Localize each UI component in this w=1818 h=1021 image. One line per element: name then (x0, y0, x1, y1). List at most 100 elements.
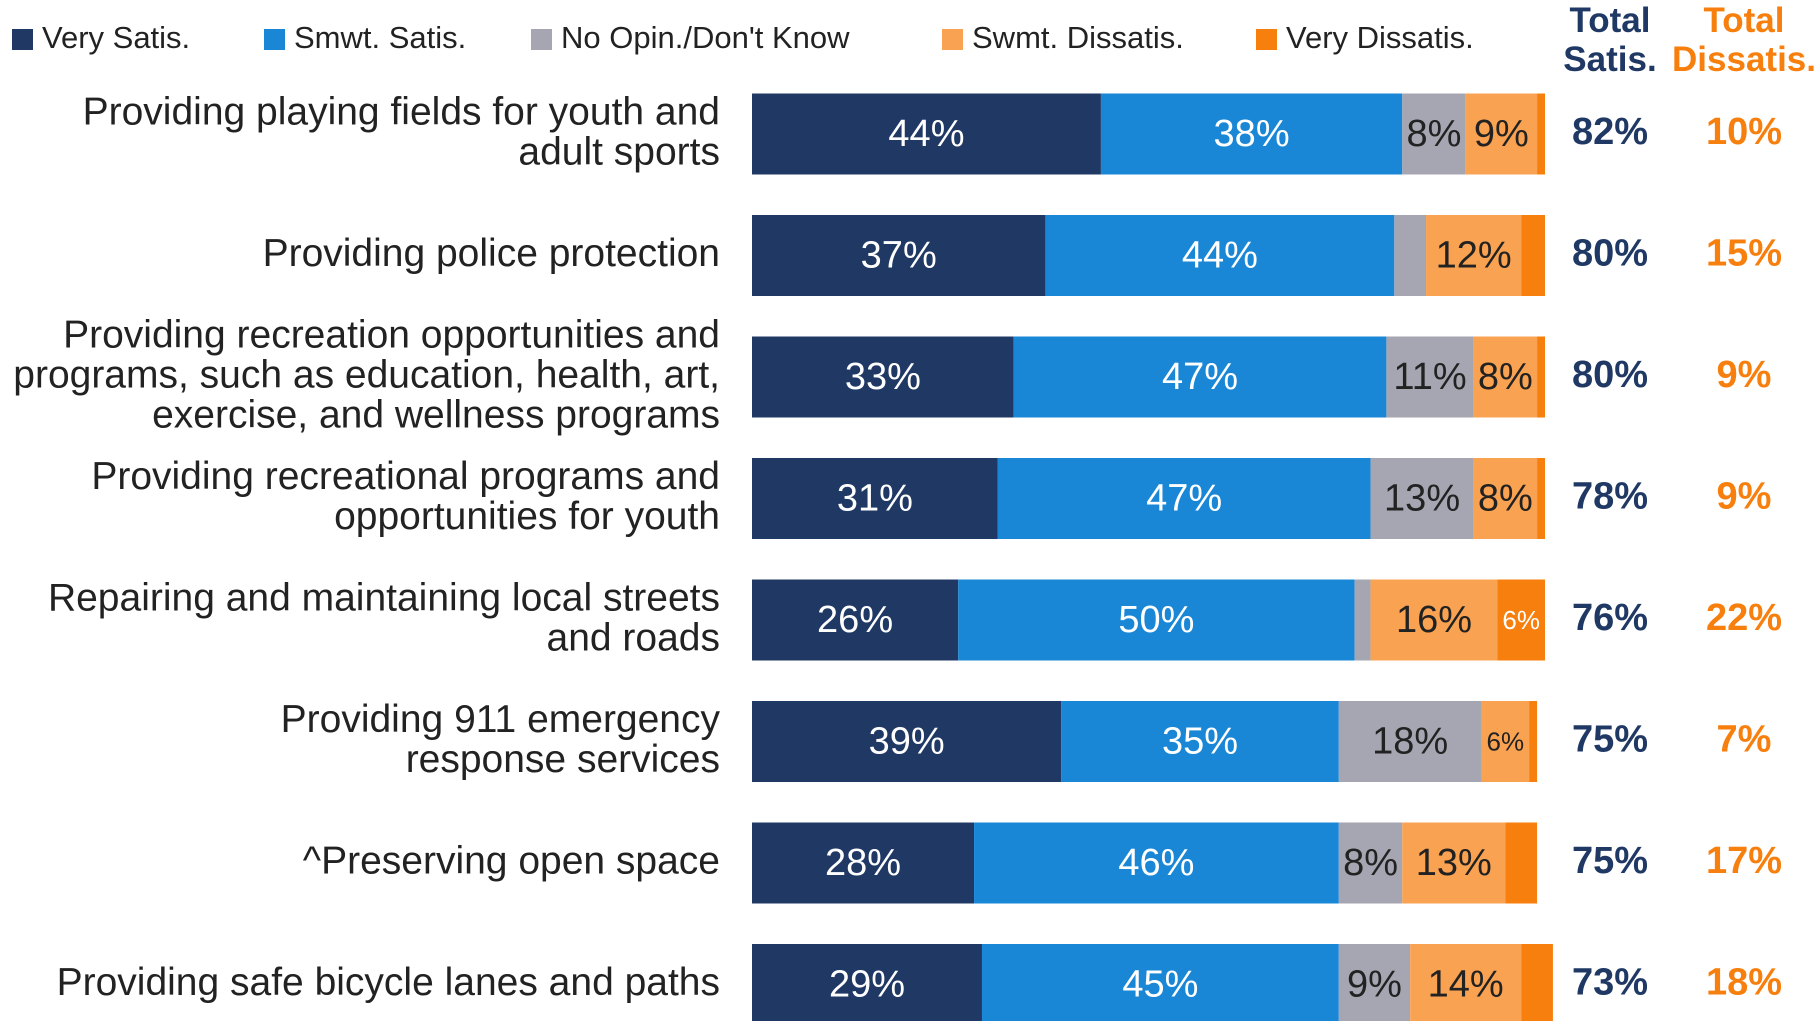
bar-segment (1338, 944, 1411, 1021)
total-value: 80% (1572, 233, 1648, 275)
category-label: ^Preserving open space (303, 839, 720, 882)
bar-value-label: 9% (1474, 113, 1529, 155)
bar-segment (1354, 579, 1371, 661)
bar-value-label: 8% (1478, 356, 1533, 398)
bar-value-label: 13% (1416, 842, 1492, 884)
bar-segment (974, 822, 1339, 904)
bar-segment (1370, 458, 1474, 539)
legend-label: Very Dissatis. (1286, 20, 1474, 55)
legend-label: Smwt. Satis. (294, 20, 466, 55)
bar-segment (1402, 822, 1506, 904)
bar-segment (1410, 944, 1522, 1021)
bar-value-label: 9% (1347, 964, 1402, 1006)
bar-segment (752, 215, 1046, 296)
total-value: 17% (1706, 840, 1782, 882)
totals-header: Total Satis. (1563, 1, 1656, 79)
bar-value-label: 6% (1487, 726, 1525, 756)
category-label: Providing recreation opportunities and (63, 313, 720, 356)
bar-value-label: 29% (829, 964, 905, 1006)
bar-segment (997, 458, 1371, 539)
bar-value-label: 6% (1502, 605, 1540, 635)
bar-value-label: 38% (1214, 113, 1290, 155)
bar-value-label: 37% (861, 235, 937, 277)
bar-segment (752, 822, 975, 904)
legend-swatch (1256, 29, 1277, 50)
total-value: 15% (1706, 233, 1782, 275)
bar-value-label: 44% (1182, 235, 1258, 277)
bar-segment (1521, 944, 1553, 1021)
bar-value-label: 39% (869, 721, 945, 763)
category-label: Providing police protection (263, 232, 720, 275)
bar-value-label: 33% (845, 356, 921, 398)
bar-value-label: 46% (1118, 842, 1194, 884)
legend-label: Swmt. Dissatis. (972, 20, 1184, 55)
category-label: exercise, and wellness programs (152, 393, 720, 436)
bar-segment (981, 944, 1339, 1021)
bar-segment (1537, 93, 1545, 175)
total-value: 80% (1572, 354, 1648, 396)
total-value: 82% (1572, 111, 1648, 153)
bar-segment (1537, 336, 1545, 418)
bar-segment (958, 579, 1355, 661)
bar-segment (1338, 701, 1482, 782)
bar-segment (1521, 215, 1545, 296)
legend-swatch (531, 29, 552, 50)
totals-header-line: Satis. (1563, 40, 1656, 79)
category-label: Providing 911 emergency (281, 698, 721, 741)
total-value: 78% (1572, 476, 1648, 518)
legend-swatch (12, 29, 33, 50)
bar-value-label: 47% (1162, 356, 1238, 398)
total-value: 75% (1572, 840, 1648, 882)
total-value: 75% (1572, 719, 1648, 761)
bar-value-label: 11% (1393, 356, 1466, 398)
bar-value-label: 12% (1436, 235, 1512, 277)
bar-segment (1370, 579, 1498, 661)
bar-segment (1473, 458, 1538, 539)
legend-swatch (942, 29, 963, 50)
bar-segment (752, 336, 1014, 418)
bar-value-label: 45% (1122, 964, 1198, 1006)
bar-segment (1426, 215, 1522, 296)
category-label: Providing playing fields for youth and (83, 90, 720, 133)
category-label: adult sports (518, 130, 720, 173)
total-value: 9% (1717, 354, 1772, 396)
category-label: Providing recreational programs and (91, 455, 720, 498)
bar-segment (1402, 93, 1466, 175)
bar-segment (752, 701, 1062, 782)
legend-swatch (264, 29, 285, 50)
category-label: and roads (547, 616, 720, 659)
category-label: Providing safe bicycle lanes and paths (57, 961, 720, 1004)
bar-segment (1481, 701, 1530, 782)
bar-segment (1473, 336, 1538, 418)
bar-value-label: 16% (1396, 599, 1472, 641)
legend-label: No Opin./Don't Know (561, 20, 850, 55)
bar-segment (1013, 336, 1387, 418)
bar-segment (1537, 458, 1545, 539)
total-value: 73% (1572, 962, 1648, 1004)
total-value: 7% (1717, 719, 1772, 761)
totals-header-line: Dissatis. (1672, 40, 1816, 79)
totals-header: Total Dissatis. (1672, 1, 1816, 79)
bar-segment (1338, 822, 1403, 904)
bar-value-label: 8% (1343, 842, 1398, 884)
total-value: 9% (1717, 476, 1772, 518)
bar-segment (752, 944, 982, 1021)
bar-value-label: 8% (1407, 113, 1462, 155)
bar-value-label: 8% (1478, 478, 1533, 520)
bar-segment (1529, 701, 1538, 782)
totals-header-line: Total (1569, 1, 1650, 40)
bar-segment (1061, 701, 1339, 782)
bar-value-label: 47% (1146, 478, 1222, 520)
bar-segment (1505, 822, 1538, 904)
bar-value-label: 28% (825, 842, 901, 884)
total-value: 22% (1706, 597, 1782, 639)
bar-value-label: 31% (837, 478, 913, 520)
category-label: Repairing and maintaining local streets (48, 576, 720, 619)
category-label: response services (406, 738, 720, 781)
total-value: 18% (1706, 962, 1782, 1004)
bar-value-label: 44% (888, 113, 964, 155)
category-label: programs, such as education, health, art… (13, 353, 720, 396)
bar-segment (1394, 215, 1427, 296)
bar-segment (1100, 93, 1403, 175)
